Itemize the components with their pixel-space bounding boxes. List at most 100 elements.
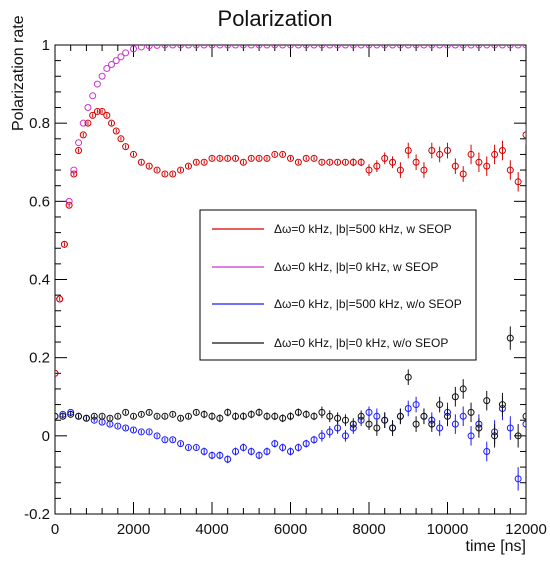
- data-point: [122, 49, 130, 57]
- data-point: [310, 412, 318, 420]
- data-point: [294, 45, 302, 49]
- data-point: [200, 45, 208, 49]
- data-point: [334, 158, 342, 166]
- data-point: [467, 432, 475, 440]
- data-point: [357, 45, 365, 49]
- data-point: [137, 428, 145, 436]
- data-point: [216, 414, 224, 422]
- data-point: [381, 45, 389, 49]
- data-point: [117, 53, 125, 61]
- data-point: [75, 412, 83, 420]
- data-point: [239, 444, 247, 452]
- data-point: [216, 45, 224, 49]
- data-point: [137, 158, 145, 166]
- data-point: [98, 107, 106, 115]
- data-point: [326, 428, 334, 436]
- data-point: [349, 45, 357, 49]
- data-point: [184, 412, 192, 420]
- data-point: [208, 45, 216, 49]
- data-point: [404, 373, 412, 381]
- data-point: [67, 410, 75, 418]
- data-point: [177, 440, 185, 448]
- legend-label: Δω=0 kHz, |b|=500 kHz, w/o SEOP: [274, 297, 462, 311]
- data-point: [373, 424, 381, 432]
- x-tick-label: 2000: [117, 521, 150, 538]
- data-point: [224, 45, 232, 49]
- data-point: [247, 45, 255, 49]
- data-point: [428, 147, 436, 155]
- data-point: [200, 447, 208, 455]
- series-0: [55, 107, 526, 377]
- data-point: [208, 154, 216, 162]
- y-tick-label: 0: [42, 428, 50, 445]
- data-point: [318, 158, 326, 166]
- y-tick-label: -0.2: [24, 506, 50, 523]
- data-layer: [55, 45, 526, 491]
- data-point: [381, 416, 389, 424]
- data-point: [310, 436, 318, 444]
- data-point: [137, 45, 145, 51]
- data-point: [130, 150, 137, 158]
- data-point: [294, 408, 302, 416]
- data-point: [373, 412, 381, 420]
- data-point: [334, 414, 342, 422]
- data-point: [224, 408, 232, 416]
- data-point: [279, 150, 287, 158]
- data-point: [357, 158, 365, 166]
- data-point: [153, 432, 161, 440]
- data-point: [522, 420, 526, 428]
- data-point: [184, 45, 192, 49]
- data-point: [459, 385, 467, 393]
- legend-label: Δω=0 kHz, |b|=0 kHz, w/o SEOP: [274, 336, 448, 350]
- data-point: [117, 135, 125, 143]
- data-point: [428, 420, 436, 428]
- data-point: [389, 158, 397, 166]
- data-point: [451, 45, 459, 49]
- data-point: [459, 412, 467, 420]
- data-point: [302, 154, 310, 162]
- data-point: [93, 80, 101, 88]
- x-axis-title: time [ns]: [465, 538, 526, 555]
- data-point: [498, 401, 506, 409]
- data-point: [216, 154, 224, 162]
- data-point: [389, 424, 397, 432]
- data-point: [498, 45, 506, 49]
- data-point: [153, 166, 161, 174]
- data-point: [130, 412, 137, 420]
- data-point: [232, 154, 240, 162]
- data-point: [326, 45, 334, 49]
- data-point: [436, 401, 444, 409]
- data-point: [389, 45, 397, 49]
- data-point: [451, 420, 459, 428]
- data-point: [420, 45, 428, 49]
- data-point: [310, 154, 318, 162]
- data-point: [483, 45, 491, 49]
- data-point: [169, 45, 177, 49]
- data-point: [79, 119, 87, 127]
- data-point: [420, 166, 428, 174]
- data-point: [271, 412, 279, 420]
- legend-box: [199, 209, 477, 361]
- data-point: [326, 412, 334, 420]
- data-point: [287, 412, 294, 420]
- data-point: [239, 45, 247, 49]
- data-point: [247, 447, 255, 455]
- data-point: [161, 170, 169, 178]
- data-point: [208, 412, 216, 420]
- data-point: [475, 158, 483, 166]
- data-point: [459, 45, 467, 49]
- data-point: [318, 432, 326, 440]
- data-point: [232, 45, 240, 49]
- data-point: [130, 426, 137, 434]
- data-point: [491, 45, 499, 49]
- data-point: [326, 158, 334, 166]
- data-point: [232, 447, 240, 455]
- data-point: [349, 158, 357, 166]
- data-point: [108, 61, 116, 69]
- data-point: [506, 334, 514, 342]
- data-point: [239, 158, 247, 166]
- x-tick-label: 6000: [274, 521, 307, 538]
- data-point: [483, 397, 491, 405]
- data-point: [55, 369, 59, 377]
